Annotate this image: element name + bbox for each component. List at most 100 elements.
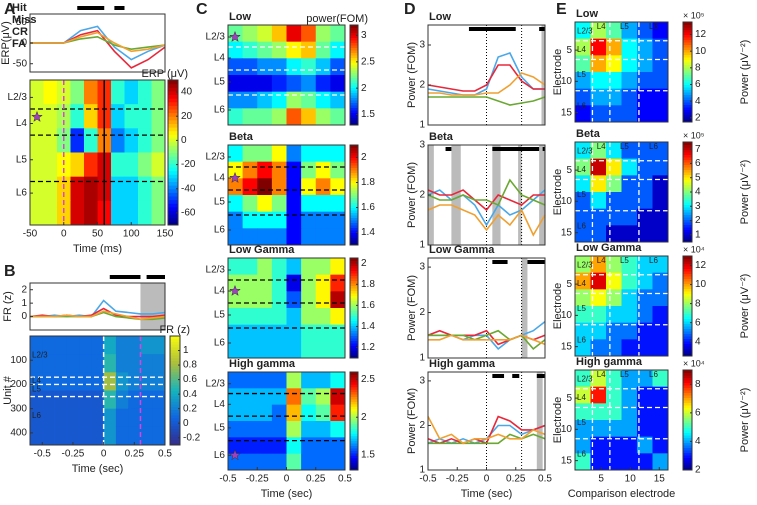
- heatmap-cell: [315, 453, 331, 471]
- heatmap-cell: [286, 388, 302, 406]
- colorbar-swatch: [350, 147, 358, 151]
- colorbar-swatch: [683, 296, 692, 299]
- colorbar-swatch: [168, 159, 178, 164]
- colorbar-swatch: [350, 180, 358, 183]
- heatmap-cell: [621, 420, 638, 438]
- colorbar-tick-label: 3: [361, 30, 367, 41]
- colorbar-swatch: [683, 460, 692, 463]
- y-tick-label: 5: [566, 393, 572, 404]
- colorbar-tick-label: 12: [695, 260, 707, 271]
- heatmap-cell: [652, 192, 669, 210]
- colorbar-swatch: [683, 212, 692, 215]
- colorbar-swatch: [350, 227, 358, 231]
- colorbar-swatch: [350, 102, 358, 106]
- heatmap-cell: [575, 370, 591, 388]
- axes-box: [29, 282, 166, 331]
- heatmap-cell: [606, 322, 622, 340]
- heatmap-cell: [242, 58, 258, 76]
- colorbar-tick-label: 2: [361, 412, 367, 423]
- colorbar-tick-label: 2.5: [361, 56, 375, 67]
- heatmap-cell: [575, 436, 591, 454]
- heatmap-cell: [257, 372, 273, 389]
- colorbar-swatch: [350, 423, 358, 427]
- panel-label: D: [404, 1, 416, 18]
- y-tick-label: 5: [566, 165, 572, 176]
- series-line: [427, 64, 545, 92]
- heatmap-cell: [257, 91, 273, 109]
- colorbar-swatch: [350, 100, 358, 103]
- colorbar-swatch: [168, 203, 178, 208]
- series-line: [30, 31, 166, 53]
- heatmap-cell: [637, 420, 653, 438]
- colorbar-swatch: [170, 336, 180, 340]
- heatmap-cell: [124, 176, 139, 202]
- heatmap-cell: [330, 228, 346, 246]
- heatmap-cell: [301, 437, 317, 455]
- heatmap-cell: [91, 354, 105, 373]
- colorbar-swatch: [350, 150, 358, 153]
- colorbar-swatch: [350, 433, 358, 437]
- heatmap-cell: [575, 453, 591, 471]
- colorbar-swatch: [168, 141, 178, 146]
- heatmap-cell: [652, 88, 669, 106]
- colorbar-swatch: [683, 184, 692, 188]
- colorbar-swatch: [350, 152, 358, 156]
- heatmap-cell: [330, 75, 346, 93]
- heatmap-cell: [590, 105, 607, 123]
- heatmap-cell: [637, 272, 653, 290]
- colorbar-swatch: [683, 303, 692, 307]
- colorbar-swatch: [683, 79, 692, 83]
- colorbar-swatch: [683, 405, 692, 408]
- heatmap-cell: [242, 145, 258, 163]
- x-tick-label: 15: [654, 474, 666, 485]
- heatmap-cell: [257, 145, 273, 163]
- colorbar-swatch: [350, 308, 358, 311]
- colorbar-swatch: [350, 355, 358, 359]
- colorbar-swatch: [350, 293, 358, 296]
- y-tick-label: 1: [419, 240, 425, 251]
- heatmap-cell: [30, 426, 43, 446]
- colorbar-swatch: [683, 102, 692, 105]
- colorbar-swatch: [350, 222, 358, 226]
- heatmap-cell: [140, 390, 154, 410]
- colorbar-swatch: [350, 340, 358, 344]
- heatmap-cell: [271, 228, 287, 246]
- colorbar-swatch: [350, 452, 358, 456]
- series-line: [427, 204, 546, 237]
- colorbar-swatch: [350, 455, 358, 459]
- colorbar-box: [349, 257, 359, 359]
- colorbar-swatch: [170, 434, 180, 438]
- colorbar-swatch: [350, 220, 358, 223]
- colorbar-swatch: [683, 336, 692, 339]
- x-tick-label: 0.5: [158, 449, 172, 460]
- colorbar-swatch: [350, 202, 358, 206]
- heatmap-cell: [286, 195, 302, 213]
- heatmap-cell: [621, 22, 638, 40]
- heatmap-cell: [257, 161, 273, 179]
- colorbar-swatch: [683, 84, 692, 88]
- heatmap-cell: [79, 354, 92, 373]
- heatmap-cell: [257, 228, 273, 246]
- heatmap-cell: [228, 58, 244, 76]
- layer-label: L4: [597, 22, 606, 31]
- y-tick-label: 3: [419, 40, 425, 51]
- heatmap-cell: [257, 108, 273, 126]
- heatmap-cell: [103, 372, 117, 391]
- heatmap-cell: [242, 372, 258, 389]
- heatmap-cell: [152, 372, 166, 391]
- heatmap-cell: [103, 354, 117, 373]
- heatmap-cell: [271, 195, 287, 213]
- colorbar-swatch: [170, 412, 180, 416]
- colorbar-tick-label: 0: [183, 418, 189, 429]
- x-tick-label: -0.5: [34, 449, 52, 460]
- heatmap-cell: [637, 88, 653, 106]
- colorbar-swatch: [683, 380, 692, 383]
- heatmap-cell: [575, 339, 591, 357]
- heatmap-cell: [84, 152, 98, 178]
- colorbar-swatch: [683, 343, 692, 347]
- heatmap-cell: [606, 289, 622, 307]
- significance-bar: [114, 6, 125, 10]
- colorbar-swatch: [683, 372, 692, 376]
- colorbar-swatch: [170, 425, 180, 430]
- colorbar-label: Power (μV⁻²): [739, 40, 751, 105]
